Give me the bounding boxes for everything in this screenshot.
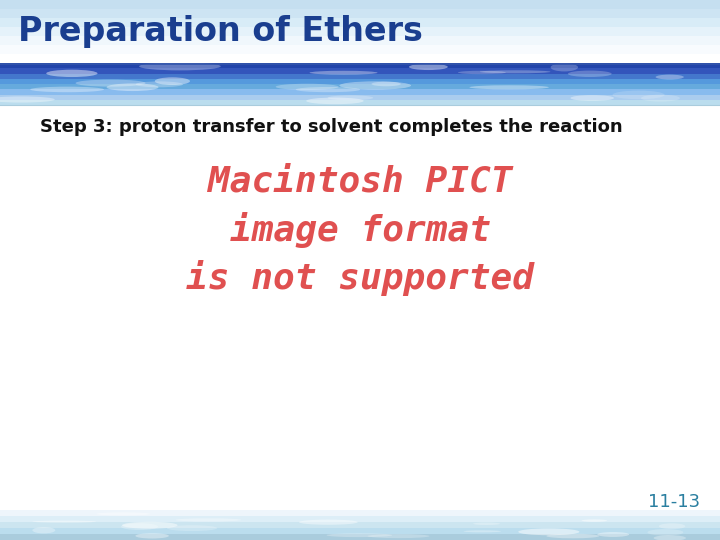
Text: Step 3: proton transfer to solvent completes the reaction: Step 3: proton transfer to solvent compl… (40, 118, 623, 136)
Ellipse shape (598, 532, 629, 537)
Ellipse shape (473, 523, 500, 525)
Ellipse shape (155, 77, 190, 85)
Ellipse shape (96, 512, 150, 516)
Bar (0, 100, 720, 105)
Ellipse shape (464, 530, 501, 532)
Ellipse shape (107, 83, 158, 91)
Ellipse shape (139, 62, 221, 70)
Ellipse shape (299, 519, 358, 525)
Text: Macintosh PICT: Macintosh PICT (208, 165, 512, 199)
Ellipse shape (480, 70, 551, 73)
Bar (0, 9, 720, 18)
Ellipse shape (570, 95, 614, 101)
Ellipse shape (32, 527, 55, 534)
Bar (0, 528, 720, 534)
Bar (0, 45, 720, 54)
Bar (0, 27, 720, 36)
Ellipse shape (656, 75, 684, 79)
Ellipse shape (46, 70, 97, 77)
Ellipse shape (469, 85, 549, 89)
Bar (0, 510, 720, 516)
Ellipse shape (276, 84, 338, 90)
Ellipse shape (568, 71, 612, 77)
Ellipse shape (647, 529, 683, 536)
Ellipse shape (135, 533, 169, 538)
Bar (0, 522, 720, 528)
Ellipse shape (518, 529, 580, 535)
Bar (0, 79, 720, 84)
Ellipse shape (654, 535, 686, 540)
Bar (0, 36, 720, 45)
Ellipse shape (176, 518, 241, 522)
Ellipse shape (296, 87, 360, 92)
Ellipse shape (32, 521, 96, 523)
Ellipse shape (326, 534, 392, 537)
Bar (0, 0, 720, 9)
Ellipse shape (372, 82, 401, 86)
Ellipse shape (167, 525, 217, 531)
Bar (0, 68, 720, 73)
Ellipse shape (641, 94, 680, 102)
Ellipse shape (613, 91, 665, 99)
Ellipse shape (458, 71, 506, 74)
Ellipse shape (551, 63, 578, 71)
Ellipse shape (310, 71, 377, 75)
Ellipse shape (121, 523, 158, 530)
Bar (0, 516, 720, 522)
Bar (0, 63, 720, 68)
Ellipse shape (30, 86, 104, 92)
Ellipse shape (409, 64, 448, 70)
Ellipse shape (122, 522, 178, 529)
Bar (0, 73, 720, 79)
Ellipse shape (367, 534, 430, 538)
Text: is not supported: is not supported (186, 260, 534, 296)
Text: image format: image format (230, 212, 490, 248)
Ellipse shape (328, 96, 373, 100)
Bar (0, 89, 720, 94)
Ellipse shape (135, 82, 183, 87)
Ellipse shape (546, 534, 599, 538)
Bar (0, 18, 720, 27)
Bar (0, 84, 720, 89)
Ellipse shape (659, 523, 685, 529)
Ellipse shape (306, 98, 364, 104)
Ellipse shape (582, 519, 607, 522)
Ellipse shape (339, 82, 411, 90)
Ellipse shape (0, 97, 55, 103)
Bar (0, 94, 720, 100)
Bar (0, 54, 720, 63)
Bar (0, 534, 720, 540)
Ellipse shape (76, 79, 145, 86)
Text: 11-13: 11-13 (648, 493, 700, 511)
Text: Preparation of Ethers: Preparation of Ethers (18, 15, 423, 48)
